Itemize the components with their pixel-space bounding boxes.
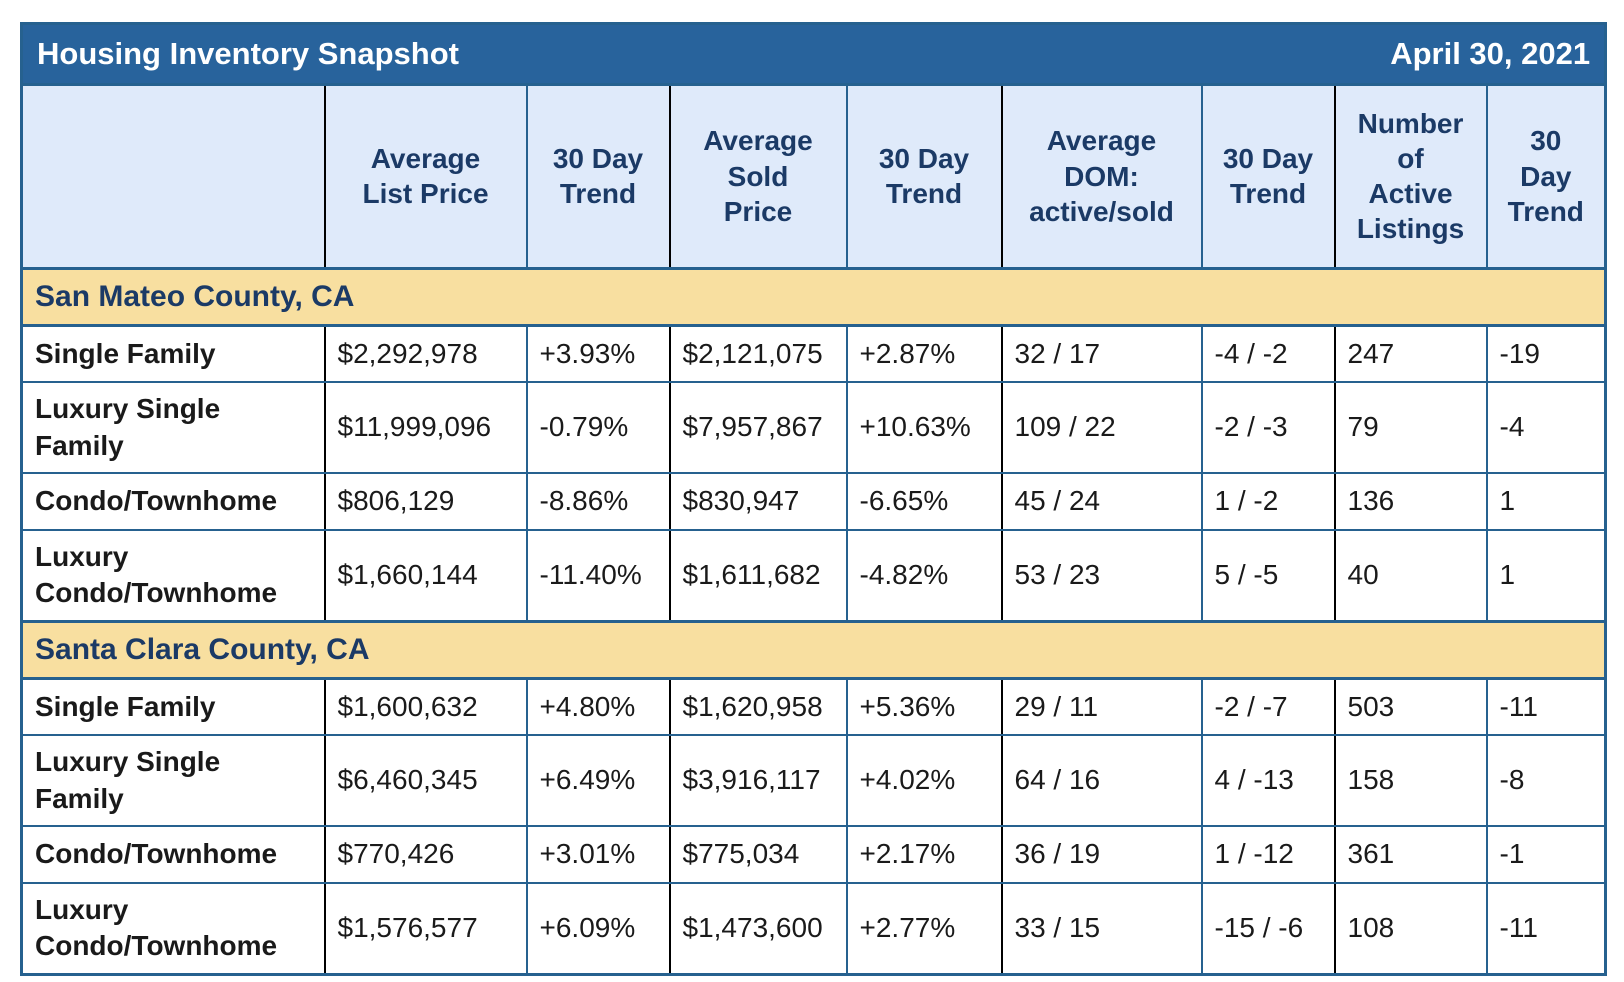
active-listings-value: 136 [1334,471,1488,531]
list-30day-trend-value: +4.80% [526,677,671,737]
listings-30day-trend-value: -11 [1486,881,1606,976]
list-30day-trend-value: +6.09% [526,881,671,976]
list-30day-trend-value: +3.93% [526,324,671,384]
listings-30day-trend-value: 1 [1486,528,1606,623]
avg-dom-value: 32 / 17 [1001,324,1203,384]
active-listings-value: 361 [1334,824,1488,884]
list-30day-trend-value: +3.01% [526,824,671,884]
dom-30day-trend-value: -4 / -2 [1201,324,1336,384]
dom-30day-trend-value: -2 / -3 [1201,381,1336,474]
active-listings-value: 247 [1334,324,1488,384]
list-30day-trend-value: -0.79% [526,381,671,474]
avg-sold-price-value: $1,473,600 [669,881,848,976]
row-label: Luxury Condo/Townhome [21,528,326,623]
sold-30day-trend-value: +2.17% [846,824,1003,884]
table-row: Single Family $1,600,632 +4.80% $1,620,958 +… [21,677,1606,737]
col-header-dom-30day-trend: 30 Day Trend [1201,84,1336,270]
row-label: Luxury Single Family [21,381,326,474]
row-label: Condo/Townhome [21,824,326,884]
table-row: Luxury Condo/Townhome $1,660,144 -11.40% $1… [21,528,1606,623]
col-header-listings-30day-trend: 30 Day Trend [1486,84,1606,270]
listings-30day-trend-value: -19 [1486,324,1606,384]
avg-dom-value: 45 / 24 [1001,471,1203,531]
dom-30day-trend-value: 1 / -2 [1201,471,1336,531]
avg-sold-price-value: $1,611,682 [669,528,848,623]
table-row: Condo/Townhome $806,129 -8.86% $830,947 -6.6… [21,471,1606,531]
col-header-avg-list-price: Average List Price [324,84,528,270]
active-listings-value: 79 [1334,381,1488,474]
row-label: Luxury Single Family [21,734,326,827]
listings-30day-trend-value: 1 [1486,471,1606,531]
avg-sold-price-value: $7,957,867 [669,381,848,474]
sold-30day-trend-value: +5.36% [846,677,1003,737]
avg-dom-value: 53 / 23 [1001,528,1203,623]
dom-30day-trend-value: -15 / -6 [1201,881,1336,976]
sold-30day-trend-value: +2.77% [846,881,1003,976]
section-row: Santa Clara County, CA [21,619,1606,680]
avg-list-price-value: $6,460,345 [324,734,528,827]
dom-30day-trend-value: -2 / -7 [1201,677,1336,737]
row-label: Condo/Townhome [21,471,326,531]
avg-list-price-value: $806,129 [324,471,528,531]
avg-dom-value: 36 / 19 [1001,824,1203,884]
list-30day-trend-value: -8.86% [526,471,671,531]
table-row: Luxury Single Family $6,460,345 +6.49% $3,9… [21,734,1606,827]
dom-30day-trend-value: 5 / -5 [1201,528,1336,623]
avg-dom-value: 33 / 15 [1001,881,1203,976]
avg-list-price-value: $1,576,577 [324,881,528,976]
table-row: Luxury Condo/Townhome $1,576,577 +6.09% $1,… [21,881,1606,976]
sold-30day-trend-value: +4.02% [846,734,1003,827]
col-header-avg-dom: Average DOM: active/sold [1001,84,1203,270]
active-listings-value: 40 [1334,528,1488,623]
title-bar: Housing Inventory Snapshot April 30, 202… [21,23,1606,86]
col-header-list-30day-trend: 30 Day Trend [526,84,671,270]
list-30day-trend-value: +6.49% [526,734,671,827]
table-row: Luxury Single Family $11,999,096 -0.79% $7,… [21,381,1606,474]
avg-list-price-value: $11,999,096 [324,381,528,474]
housing-inventory-table: Housing Inventory Snapshot April 30, 202… [20,22,1608,976]
avg-sold-price-value: $2,121,075 [669,324,848,384]
table-row: Condo/Townhome $770,426 +3.01% $775,034 +2.1… [21,824,1606,884]
listings-30day-trend-value: -11 [1486,677,1606,737]
column-header-row: Average List Price 30 Day Trend Average … [21,84,1606,270]
row-label: Luxury Condo/Townhome [21,881,326,976]
section-row: San Mateo County, CA [21,266,1606,327]
row-label: Single Family [21,324,326,384]
avg-sold-price-value: $830,947 [669,471,848,531]
avg-list-price-value: $1,600,632 [324,677,528,737]
avg-dom-value: 64 / 16 [1001,734,1203,827]
listings-30day-trend-value: -8 [1486,734,1606,827]
listings-30day-trend-value: -1 [1486,824,1606,884]
avg-dom-value: 29 / 11 [1001,677,1203,737]
sold-30day-trend-value: +10.63% [846,381,1003,474]
avg-sold-price-value: $775,034 [669,824,848,884]
avg-sold-price-value: $1,620,958 [669,677,848,737]
col-header-avg-sold-price: Average Sold Price [669,84,848,270]
col-header-blank [21,84,326,270]
avg-list-price-value: $2,292,978 [324,324,528,384]
avg-list-price-value: $770,426 [324,824,528,884]
avg-dom-value: 109 / 22 [1001,381,1203,474]
sold-30day-trend-value: +2.87% [846,324,1003,384]
section-header-santa-clara-county-ca: Santa Clara County, CA [21,619,1606,680]
avg-list-price-value: $1,660,144 [324,528,528,623]
avg-sold-price-value: $3,916,117 [669,734,848,827]
table-row: Single Family $2,292,978 +3.93% $2,121,075 +… [21,324,1606,384]
active-listings-value: 158 [1334,734,1488,827]
col-header-sold-30day-trend: 30 Day Trend [846,84,1003,270]
row-label: Single Family [21,677,326,737]
col-header-active-listings: Number of Active Listings [1334,84,1488,270]
report-date: April 30, 2021 [1390,36,1591,71]
listings-30day-trend-value: -4 [1486,381,1606,474]
active-listings-value: 108 [1334,881,1488,976]
list-30day-trend-value: -11.40% [526,528,671,623]
sold-30day-trend-value: -4.82% [846,528,1003,623]
dom-30day-trend-value: 4 / -13 [1201,734,1336,827]
dom-30day-trend-value: 1 / -12 [1201,824,1336,884]
page-title: Housing Inventory Snapshot [37,36,459,71]
active-listings-value: 503 [1334,677,1488,737]
section-header-san-mateo-county-ca: San Mateo County, CA [21,266,1606,327]
sold-30day-trend-value: -6.65% [846,471,1003,531]
